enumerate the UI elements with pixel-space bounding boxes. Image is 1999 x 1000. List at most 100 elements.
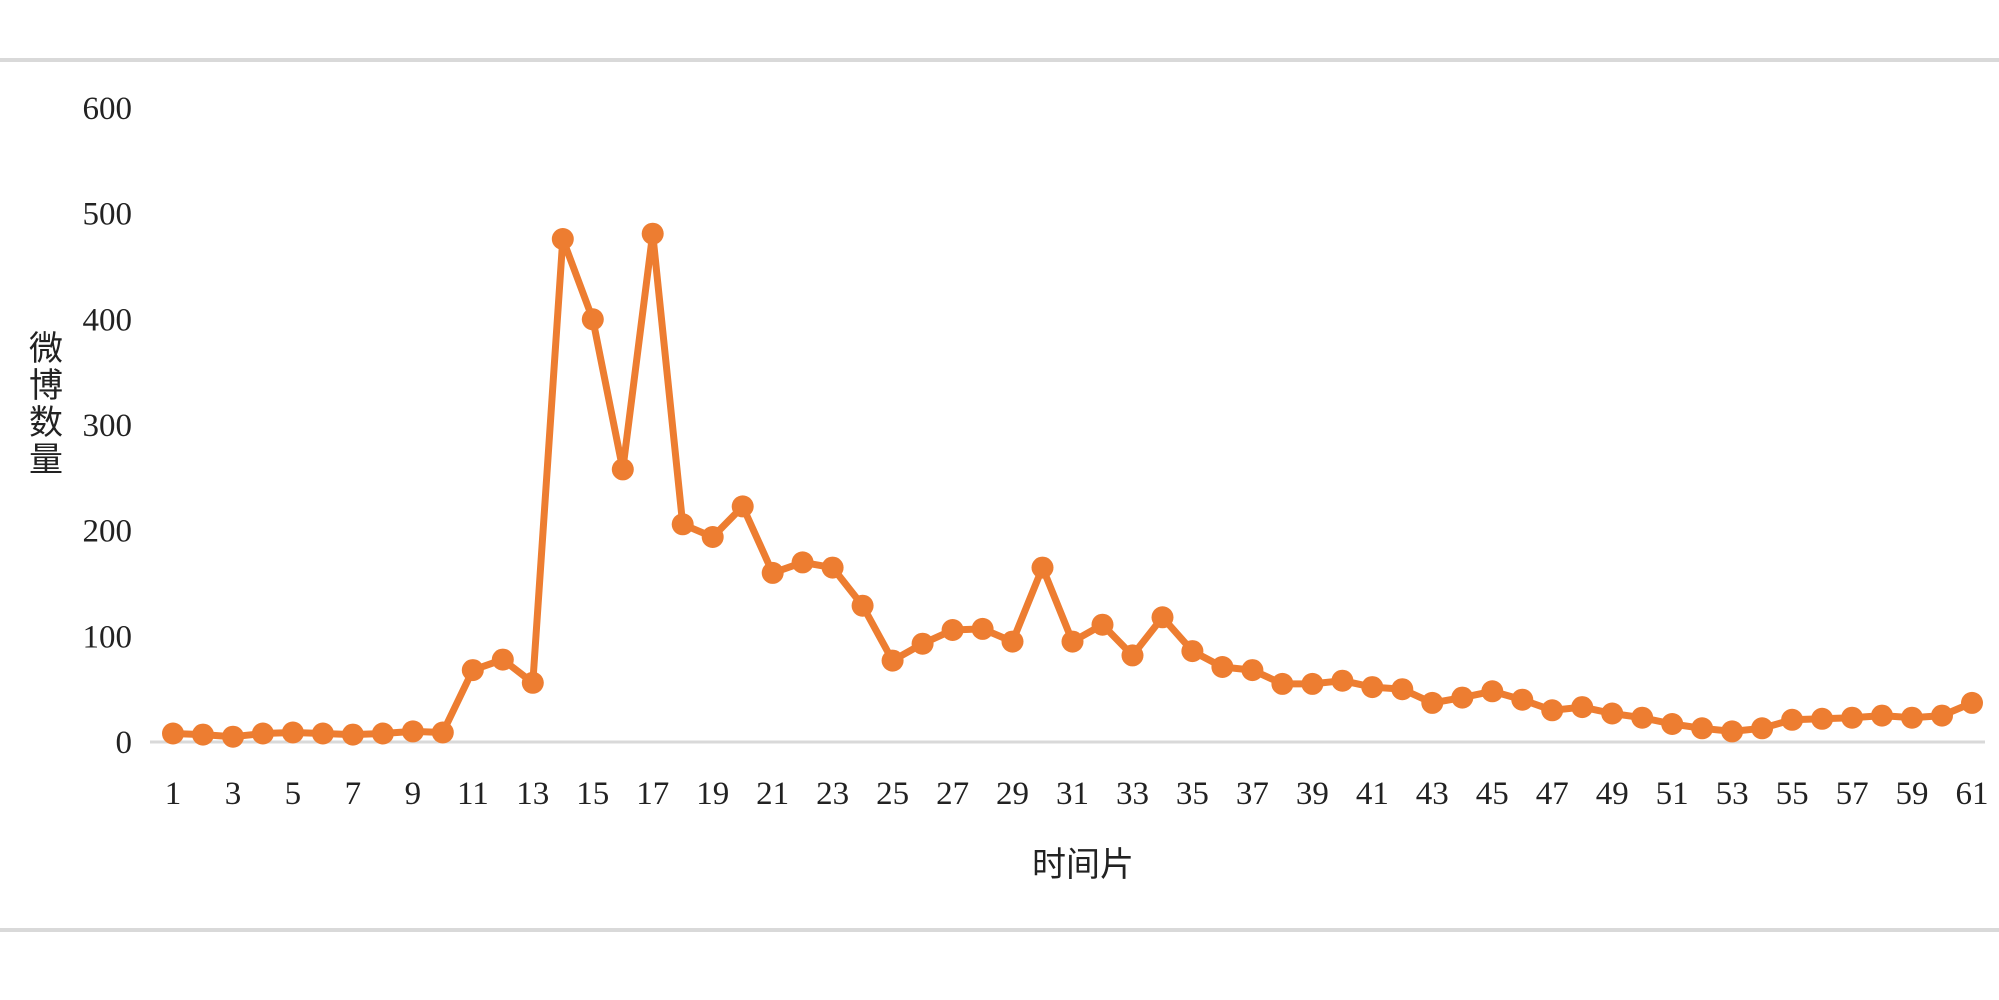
y-axis-title: 微博数量 xyxy=(29,329,63,480)
data-point xyxy=(1901,706,1923,729)
x-tick-label: 43 xyxy=(1416,776,1449,812)
y-tick-label: 400 xyxy=(83,302,133,338)
x-tick-label: 57 xyxy=(1836,776,1869,812)
data-point xyxy=(521,671,544,694)
data-point xyxy=(971,617,994,640)
data-point xyxy=(791,551,814,574)
x-tick-label: 11 xyxy=(457,776,489,812)
data-point xyxy=(761,561,784,584)
y-tick-label: 0 xyxy=(116,725,133,761)
y-tick-label: 200 xyxy=(83,514,133,550)
data-point xyxy=(401,720,424,743)
x-axis-ticks: 1 3 5 7 9 11 13 15 17 19 21 23 25 27 29 31 33 35 37 39 41 43 4… xyxy=(165,776,1989,812)
data-point xyxy=(881,649,904,672)
data-point xyxy=(671,513,694,536)
data-point xyxy=(1871,704,1893,727)
data-point xyxy=(431,721,454,744)
data-point xyxy=(581,308,604,331)
data-point xyxy=(851,594,874,617)
data-point xyxy=(192,723,214,746)
x-tick-label: 13 xyxy=(516,776,549,812)
x-tick-label: 33 xyxy=(1116,776,1149,812)
data-point xyxy=(1931,704,1953,727)
data-point xyxy=(1841,706,1864,729)
x-tick-label: 39 xyxy=(1296,776,1329,812)
x-tick-label: 37 xyxy=(1236,776,1269,812)
data-point xyxy=(1061,630,1084,653)
data-point xyxy=(341,723,364,746)
y-tick-label: 300 xyxy=(83,408,133,444)
x-tick-label: 9 xyxy=(405,776,422,812)
x-tick-label: 35 xyxy=(1176,776,1209,812)
data-point xyxy=(1541,699,1564,722)
data-point xyxy=(1421,691,1444,714)
data-point xyxy=(1691,717,1714,740)
data-point xyxy=(821,556,844,579)
x-tick-label: 17 xyxy=(636,776,669,812)
data-point xyxy=(1601,702,1624,725)
data-point xyxy=(1481,680,1504,703)
data-point xyxy=(1151,606,1174,629)
data-point xyxy=(1751,717,1774,740)
y-axis-ticks: 0 100 200 300 400 500 600 xyxy=(83,91,133,761)
data-point xyxy=(281,721,304,744)
x-tick-label: 23 xyxy=(816,776,849,812)
data-point xyxy=(1001,630,1024,653)
data-point xyxy=(162,722,184,745)
x-tick-label: 31 xyxy=(1056,776,1089,812)
data-point xyxy=(1361,676,1384,699)
x-tick-label: 51 xyxy=(1656,776,1689,812)
data-point xyxy=(1631,706,1654,729)
x-tick-label: 3 xyxy=(225,776,242,812)
x-tick-label: 53 xyxy=(1716,776,1749,812)
data-point xyxy=(1121,644,1144,667)
data-point xyxy=(1031,556,1054,579)
data-point xyxy=(461,659,484,682)
data-point xyxy=(1301,672,1324,695)
y-tick-label: 100 xyxy=(83,619,133,655)
x-tick-label: 47 xyxy=(1536,776,1569,812)
data-point xyxy=(941,619,964,641)
data-point xyxy=(911,632,934,655)
x-tick-label: 19 xyxy=(696,776,729,812)
x-tick-label: 59 xyxy=(1896,776,1929,812)
data-point xyxy=(222,725,244,748)
x-tick-label: 45 xyxy=(1476,776,1509,812)
data-point xyxy=(1721,720,1744,743)
data-point xyxy=(611,458,634,481)
x-tick-label: 15 xyxy=(576,776,609,812)
data-point xyxy=(311,722,334,745)
x-tick-label: 61 xyxy=(1956,776,1989,812)
x-tick-label: 49 xyxy=(1596,776,1629,812)
data-point xyxy=(641,222,664,245)
series-line xyxy=(169,230,1976,741)
data-point xyxy=(1181,640,1204,663)
data-point xyxy=(1961,691,1983,714)
x-tick-label: 1 xyxy=(165,776,182,812)
x-tick-label: 25 xyxy=(876,776,909,812)
x-axis-title: 时间片 xyxy=(1032,845,1134,885)
y-tick-label: 600 xyxy=(83,91,133,127)
data-point xyxy=(371,722,394,745)
x-tick-label: 5 xyxy=(285,776,302,812)
series-group xyxy=(162,222,1983,748)
x-tick-label: 21 xyxy=(756,776,789,812)
x-tick-label: 27 xyxy=(936,776,969,812)
data-point xyxy=(731,495,754,518)
data-point xyxy=(1571,696,1594,719)
data-point xyxy=(1451,686,1474,709)
data-point xyxy=(1331,669,1354,692)
x-tick-label: 7 xyxy=(345,776,362,812)
x-tick-label: 55 xyxy=(1776,776,1809,812)
data-point xyxy=(701,526,724,548)
data-point xyxy=(1811,707,1834,730)
data-point xyxy=(1091,613,1114,636)
data-point xyxy=(1781,708,1804,731)
data-point xyxy=(1391,678,1414,701)
data-point xyxy=(1511,688,1534,711)
data-point xyxy=(1241,659,1264,682)
data-point xyxy=(491,648,514,671)
data-point xyxy=(251,722,274,745)
data-point xyxy=(1661,713,1684,735)
